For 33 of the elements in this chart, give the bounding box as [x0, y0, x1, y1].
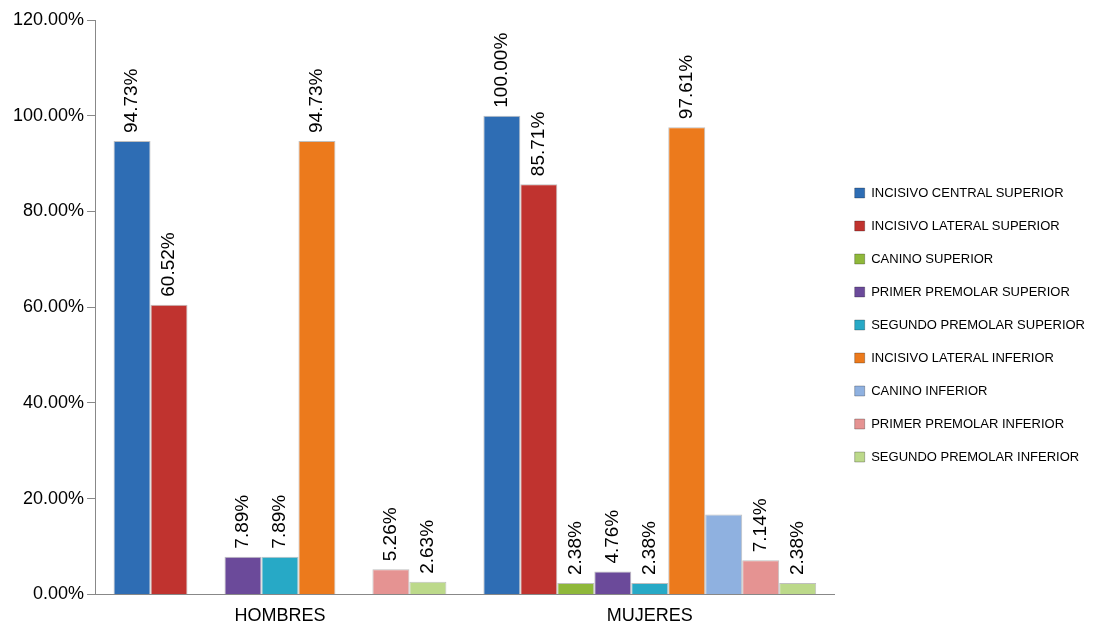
- data-label: 97.61%: [674, 54, 696, 120]
- data-label: 4.76%: [601, 509, 623, 564]
- data-label: 2.38%: [564, 521, 586, 576]
- data-label: 7.89%: [231, 494, 253, 549]
- legend-label: CANINO INFERIOR: [871, 382, 988, 398]
- y-tick-label: 20.00%: [23, 487, 85, 508]
- data-label: 7.89%: [268, 494, 290, 549]
- data-label: 100.00%: [490, 32, 512, 108]
- legend-label: INCISIVO LATERAL SUPERIOR: [871, 217, 1060, 233]
- y-tick-label: 80.00%: [23, 200, 85, 221]
- data-label: 94.73%: [305, 68, 327, 133]
- legend-label: PRIMER PREMOLAR INFERIOR: [871, 415, 1065, 431]
- x-tick-label: HOMBRES: [234, 605, 326, 626]
- y-tick-label: 40.00%: [23, 391, 85, 412]
- data-label: 85.71%: [527, 111, 549, 177]
- legend-label: INCISIVO LATERAL INFERIOR: [871, 349, 1054, 365]
- data-label: 5.26%: [379, 507, 401, 562]
- y-tick-label: 0.00%: [33, 583, 85, 604]
- y-tick-label: 120.00%: [13, 8, 85, 29]
- legend-label: SEGUNDO PREMOLAR INFERIOR: [871, 448, 1080, 464]
- data-label: 94.73%: [120, 68, 142, 133]
- y-tick-label: 100.00%: [13, 104, 85, 125]
- x-tick-label: MUJERES: [606, 605, 693, 626]
- data-label: 2.38%: [638, 521, 660, 576]
- data-label: 2.38%: [785, 521, 807, 576]
- legend-label: INCISIVO CENTRAL SUPERIOR: [871, 184, 1064, 200]
- data-label: 2.63%: [416, 519, 438, 574]
- legend-label: CANINO SUPERIOR: [871, 250, 994, 266]
- data-label: 60.52%: [157, 232, 179, 297]
- y-tick-label: 60.00%: [23, 296, 85, 317]
- legend-label: PRIMER PREMOLAR SUPERIOR: [871, 283, 1070, 299]
- legend-label: SEGUNDO PREMOLAR SUPERIOR: [871, 316, 1086, 332]
- data-label: 7.14%: [748, 498, 770, 553]
